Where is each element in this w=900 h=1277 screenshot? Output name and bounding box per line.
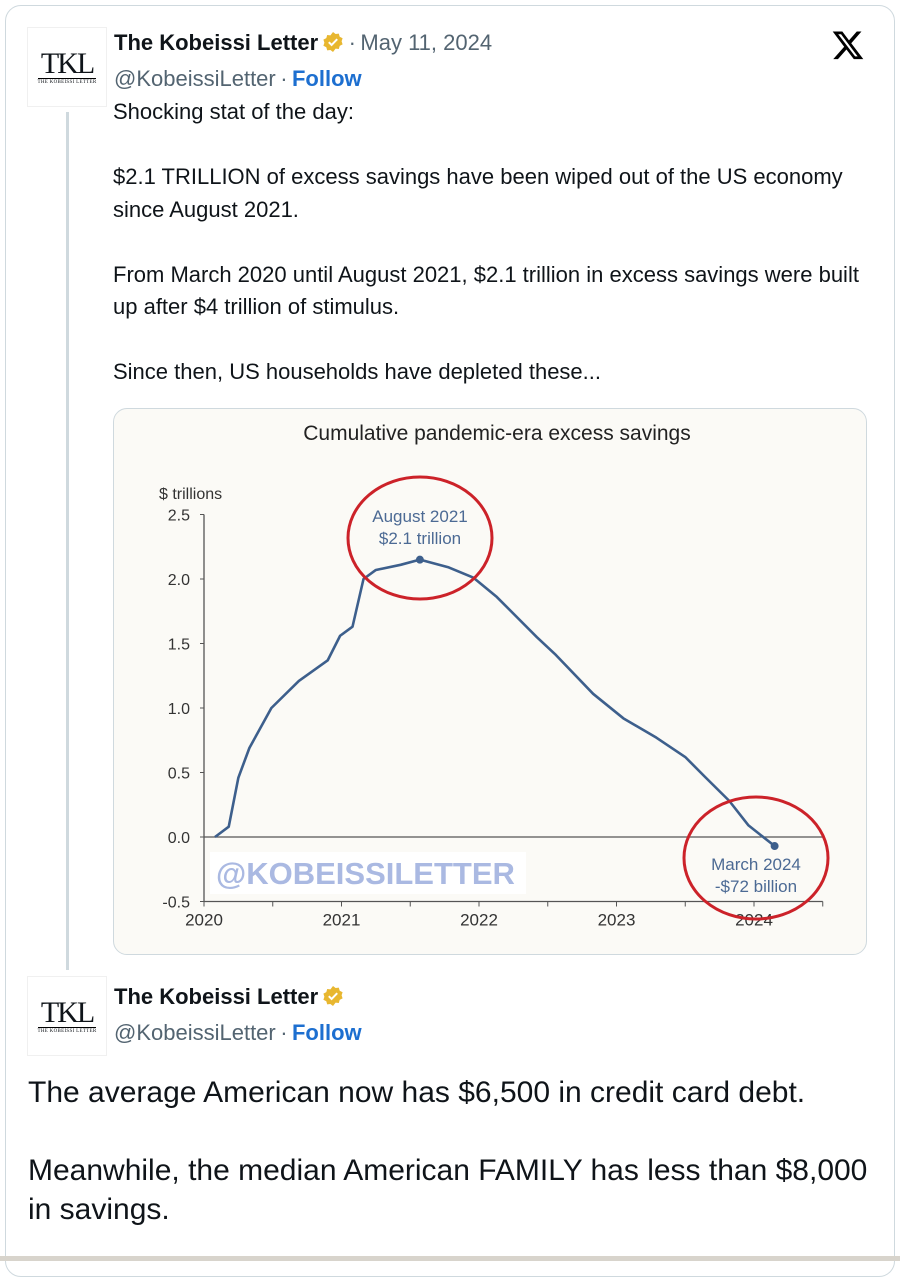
tweet-text: Shocking stat of the day: $2.1 TRILLION … [113, 99, 859, 384]
annotation-label: March 2024 [711, 855, 801, 874]
reply-follow-button[interactable]: Follow [291, 1020, 362, 1045]
avatar-logo-text: TKL [37, 997, 97, 1028]
separator: · [280, 66, 288, 91]
tweet-header: The Kobeissi Letter · May 11, 2024 [114, 30, 492, 56]
bottom-divider [0, 1256, 900, 1261]
reply-header: The Kobeissi Letter [114, 984, 344, 1010]
reply-handle-row: @KobeissiLetter · Follow [114, 1020, 362, 1046]
avatar-logo-subtext: THE KOBEISSI LETTER [37, 1028, 97, 1034]
annotation-point [770, 842, 779, 851]
x-tick-label: 2023 [598, 911, 636, 930]
handle-row: @KobeissiLetter · Follow [114, 66, 362, 92]
avatar[interactable]: TKL THE KOBEISSI LETTER [27, 27, 107, 107]
chart-title: Cumulative pandemic-era excess savings [303, 422, 691, 445]
annotation-circle [682, 795, 830, 921]
watermark: @KOBEISSILETTER [216, 856, 515, 891]
follow-button[interactable]: Follow [291, 66, 362, 91]
annotation-point [415, 555, 424, 564]
thread-line [66, 112, 69, 970]
y-tick-label: 2.0 [168, 572, 190, 589]
annotation-circle [346, 475, 494, 601]
reply-author-name[interactable]: The Kobeissi Letter [114, 984, 319, 1009]
verified-badge-icon [323, 986, 343, 1006]
watermark-backdrop [210, 852, 526, 894]
y-tick-label: 1.5 [168, 637, 190, 654]
series-line [214, 558, 776, 848]
avatar-logo-text: TKL [37, 48, 97, 79]
chart-image[interactable]: Cumulative pandemic-era excess savings $… [113, 408, 867, 955]
tweet-date[interactable]: May 11, 2024 [360, 30, 493, 55]
x-tick-label: 2020 [185, 911, 223, 930]
annotation-label: -$72 billion [715, 877, 797, 896]
y-tick-label: -0.5 [162, 895, 190, 912]
y-tick-label: 1.0 [168, 701, 190, 718]
annotation-label: August 2021 [372, 507, 467, 526]
reply-avatar[interactable]: TKL THE KOBEISSI LETTER [27, 976, 107, 1056]
reply-text: The average American now has $6,500 in c… [28, 1076, 868, 1226]
author-handle[interactable]: @KobeissiLetter [114, 66, 276, 91]
y-tick-label: 2.5 [168, 508, 190, 525]
excess-savings-chart: Cumulative pandemic-era excess savings $… [159, 422, 830, 930]
x-logo-icon[interactable] [830, 28, 866, 62]
author-name[interactable]: The Kobeissi Letter [114, 30, 319, 55]
y-tick-label: 0.5 [168, 766, 190, 783]
avatar-logo-subtext: THE KOBEISSI LETTER [37, 79, 97, 85]
y-axis-label: $ trillions [159, 486, 222, 503]
separator: · [280, 1020, 288, 1045]
x-tick-label: 2022 [460, 911, 498, 930]
reply-author-handle[interactable]: @KobeissiLetter [114, 1020, 276, 1045]
separator: · [348, 30, 356, 55]
y-tick-label: 0.0 [168, 830, 190, 847]
verified-badge-icon [323, 32, 343, 52]
annotation-label: $2.1 trillion [379, 529, 461, 548]
x-tick-label: 2021 [323, 911, 361, 930]
